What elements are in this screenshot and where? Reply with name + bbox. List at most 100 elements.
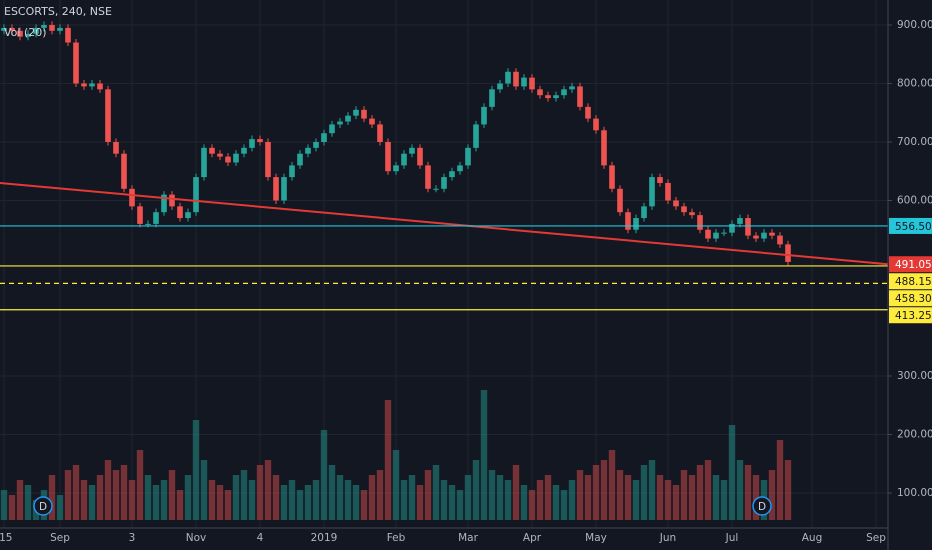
volume-bar <box>8 495 16 520</box>
volume-bar <box>416 485 424 520</box>
candle-body <box>209 147 215 154</box>
candle-body <box>1 27 7 31</box>
candle-body <box>537 89 543 96</box>
candle-body <box>17 30 23 37</box>
x-tick-label: 2019 <box>311 532 338 544</box>
x-tick-label: May <box>585 532 607 544</box>
volume-bar <box>672 485 680 520</box>
volume-bar <box>712 475 720 520</box>
x-tick-label: Nov <box>186 532 207 544</box>
y-tick-label: 900.00 <box>897 19 932 31</box>
volume-bar <box>432 465 440 520</box>
candle-body <box>617 188 623 213</box>
volume-bar <box>784 460 792 520</box>
candle-body <box>601 130 607 166</box>
volume-bar <box>264 460 272 520</box>
level-label-box <box>889 217 932 234</box>
volume-bar <box>208 480 216 520</box>
candle-body <box>169 194 175 207</box>
volume-bar <box>368 475 376 520</box>
candle-body <box>281 177 287 201</box>
volume-bar <box>704 460 712 520</box>
event-label[interactable]: D <box>39 501 47 513</box>
volume-bar <box>768 470 776 520</box>
level-label-box <box>889 273 932 290</box>
volume-bar <box>104 460 112 520</box>
event-marker[interactable]: D <box>33 496 53 516</box>
candle-body <box>449 171 455 178</box>
volume-bar <box>456 490 464 520</box>
event-circle[interactable] <box>33 496 53 516</box>
candle-body <box>377 124 383 142</box>
candle-body <box>73 42 79 84</box>
candle-body <box>81 83 87 87</box>
event-circle[interactable] <box>752 496 772 516</box>
candle-body <box>433 188 439 190</box>
candle-body <box>289 165 295 178</box>
volume-bar <box>656 475 664 520</box>
candle-body <box>145 223 151 225</box>
candle-body <box>201 147 207 178</box>
volume-bar <box>312 480 320 520</box>
volume-bar <box>736 460 744 520</box>
volume-bar <box>72 465 80 520</box>
volume-bar <box>600 460 608 520</box>
candle-body <box>273 177 279 201</box>
candle-body <box>337 121 343 125</box>
volume-bar <box>160 480 168 520</box>
candle-body <box>193 177 199 213</box>
candle-body <box>233 153 239 163</box>
volume-bar <box>288 480 296 520</box>
volume-layer <box>0 390 792 520</box>
volume-bar <box>520 485 528 520</box>
level-label: 458.30 <box>895 293 932 305</box>
candle-body <box>721 232 727 234</box>
volume-bar <box>608 450 616 520</box>
candle-body <box>217 153 223 157</box>
candle-body <box>297 153 303 166</box>
volume-bar <box>280 485 288 520</box>
candle-body <box>737 218 743 224</box>
x-tick-label: Apr <box>523 532 542 544</box>
candle-body <box>185 212 191 219</box>
volume-bar <box>200 460 208 520</box>
overlay-layer <box>0 181 889 311</box>
candle-body <box>649 177 655 207</box>
candle-body <box>121 153 127 189</box>
volume-bar <box>688 475 696 520</box>
volume-bar <box>168 470 176 520</box>
volume-bar <box>352 485 360 520</box>
event-marker[interactable]: D <box>752 496 772 516</box>
volume-bar <box>648 460 656 520</box>
level-label: 488.15 <box>895 276 932 288</box>
volume-bar <box>408 475 416 520</box>
volume-bar <box>96 475 104 520</box>
candle-body <box>457 165 463 172</box>
candle-body <box>313 141 319 148</box>
x-tick-label: Mar <box>458 532 478 544</box>
candle-body <box>97 83 103 90</box>
candle-body <box>441 177 447 189</box>
x-tick-label: :15 <box>0 532 12 544</box>
volume-bar <box>112 470 120 520</box>
volume-bar <box>80 480 88 520</box>
volume-bar <box>752 475 760 520</box>
candle-body <box>713 232 719 239</box>
candle-body <box>361 109 367 119</box>
candle-body <box>385 141 391 172</box>
candle-layer <box>1 21 791 266</box>
volume-bar <box>496 475 504 520</box>
candle-body <box>425 165 431 189</box>
level-label: 556.50 <box>895 221 932 233</box>
candle-body <box>161 194 167 213</box>
volume-bar <box>448 485 456 520</box>
volume-bar <box>488 470 496 520</box>
candle-body <box>473 124 479 148</box>
candle-body <box>57 27 63 31</box>
volume-bar <box>560 490 568 520</box>
candle-body <box>41 24 47 28</box>
y-tick-label: 100.00 <box>897 487 932 499</box>
event-label[interactable]: D <box>758 501 766 513</box>
volume-bar <box>512 465 520 520</box>
